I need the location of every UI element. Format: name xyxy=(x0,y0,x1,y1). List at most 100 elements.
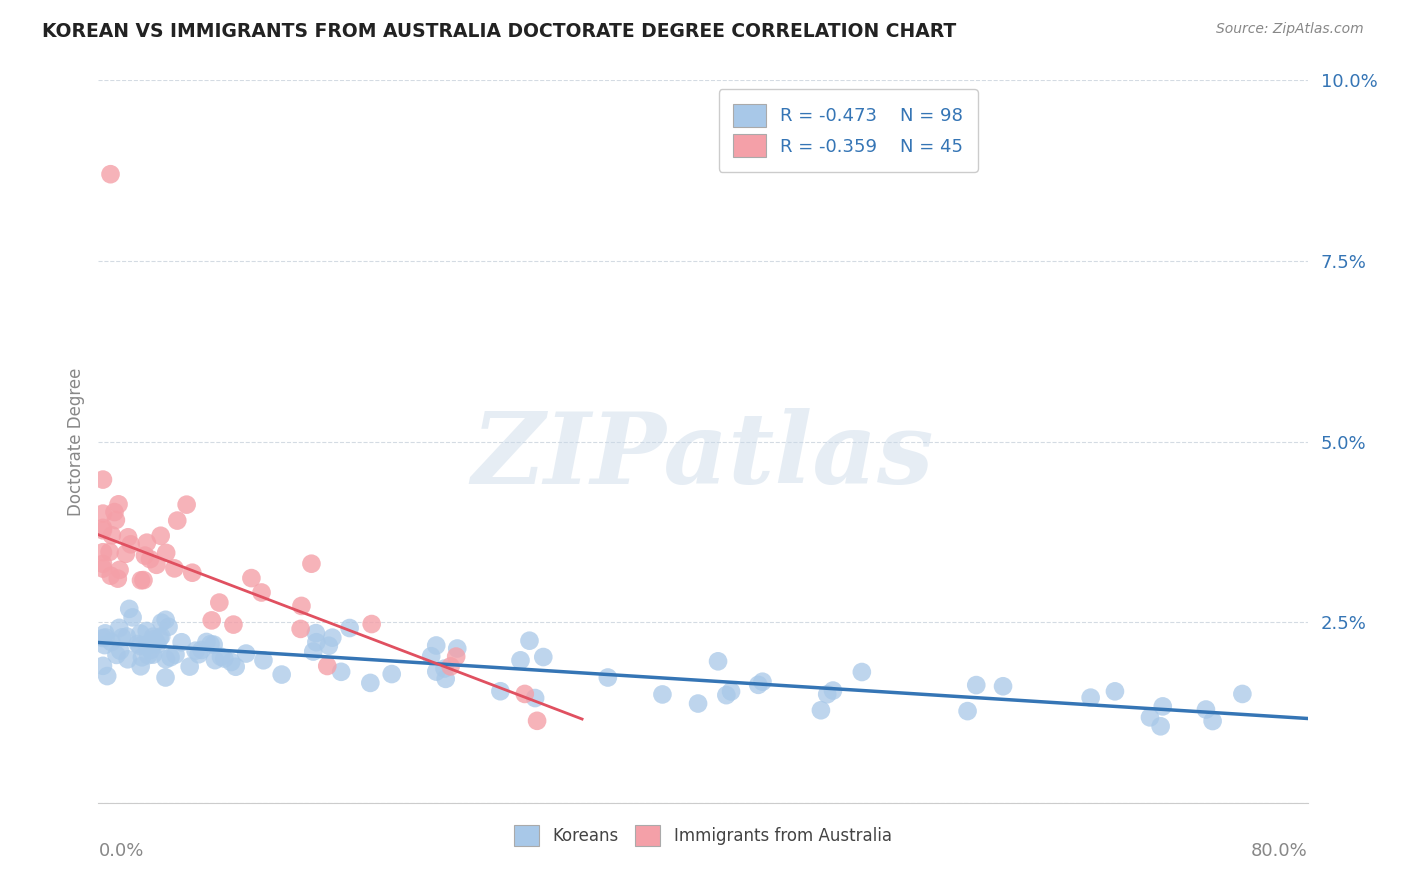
Point xyxy=(513,687,536,701)
Point xyxy=(222,617,245,632)
Point xyxy=(98,545,121,559)
Point xyxy=(209,649,232,664)
Point xyxy=(195,635,218,649)
Point xyxy=(181,566,204,580)
Point xyxy=(157,620,180,634)
Point xyxy=(105,648,128,662)
Point xyxy=(150,615,173,630)
Point xyxy=(305,626,328,640)
Point xyxy=(201,614,224,628)
Point xyxy=(139,643,162,657)
Point xyxy=(115,630,138,644)
Point xyxy=(142,630,165,644)
Point xyxy=(425,665,447,679)
Point xyxy=(851,665,873,679)
Point xyxy=(290,622,312,636)
Point xyxy=(91,523,114,537)
Point xyxy=(94,631,117,645)
Point xyxy=(531,650,554,665)
Point xyxy=(250,585,273,599)
Point xyxy=(129,626,152,640)
Point xyxy=(129,659,152,673)
Point xyxy=(129,574,152,588)
Point xyxy=(1104,684,1126,698)
Text: ZIPatlas: ZIPatlas xyxy=(472,408,934,504)
Point xyxy=(91,557,114,571)
Text: KOREAN VS IMMIGRANTS FROM AUSTRALIA DOCTORATE DEGREE CORRELATION CHART: KOREAN VS IMMIGRANTS FROM AUSTRALIA DOCT… xyxy=(42,22,956,41)
Point xyxy=(163,561,186,575)
Point xyxy=(91,521,114,535)
Point xyxy=(321,631,343,645)
Point xyxy=(316,659,339,673)
Point xyxy=(1152,699,1174,714)
Point xyxy=(301,557,323,571)
Point xyxy=(524,691,547,706)
Point xyxy=(270,667,292,681)
Point xyxy=(318,639,340,653)
Point xyxy=(121,610,143,624)
Point xyxy=(1149,719,1171,733)
Point xyxy=(707,654,730,668)
Point xyxy=(107,497,129,511)
Point xyxy=(509,653,531,667)
Point xyxy=(91,561,114,575)
Point xyxy=(1232,687,1254,701)
Point xyxy=(159,650,181,665)
Point xyxy=(166,514,188,528)
Point xyxy=(155,671,177,685)
Point xyxy=(720,684,742,698)
Point xyxy=(444,649,467,664)
Point xyxy=(91,545,114,559)
Point xyxy=(214,651,236,665)
Point xyxy=(100,568,122,582)
Point xyxy=(425,639,447,653)
Point xyxy=(1195,702,1218,716)
Point xyxy=(114,547,136,561)
Point xyxy=(1080,690,1102,705)
Point xyxy=(179,659,201,673)
Point xyxy=(1139,710,1161,724)
Point xyxy=(138,636,160,650)
Point xyxy=(821,683,844,698)
Point xyxy=(184,643,207,657)
Point xyxy=(91,631,114,645)
Point xyxy=(142,648,165,662)
Point xyxy=(489,684,512,698)
Point xyxy=(91,473,114,487)
Point xyxy=(252,653,274,667)
Point xyxy=(155,613,177,627)
Point xyxy=(176,498,198,512)
Point xyxy=(108,563,131,577)
Point xyxy=(118,602,141,616)
Y-axis label: Doctorate Degree: Doctorate Degree xyxy=(66,368,84,516)
Point xyxy=(96,669,118,683)
Point xyxy=(146,637,169,651)
Point xyxy=(103,505,125,519)
Point xyxy=(526,714,548,728)
Point xyxy=(290,599,312,613)
Point xyxy=(108,621,131,635)
Point xyxy=(93,638,115,652)
Point xyxy=(149,631,172,645)
Point xyxy=(716,688,738,702)
Point xyxy=(128,639,150,653)
Point xyxy=(305,635,328,649)
Point xyxy=(155,546,177,560)
Point xyxy=(991,679,1014,693)
Point xyxy=(420,649,443,664)
Point xyxy=(100,635,122,649)
Point xyxy=(810,703,832,717)
Point xyxy=(302,644,325,658)
Point xyxy=(433,662,456,676)
Point xyxy=(1201,714,1223,728)
Point xyxy=(339,621,361,635)
Point xyxy=(136,648,159,662)
Point xyxy=(200,637,222,651)
Text: 0.0%: 0.0% xyxy=(98,842,143,860)
Point xyxy=(107,572,129,586)
Point xyxy=(131,650,153,665)
Point xyxy=(208,596,231,610)
Point xyxy=(240,571,263,585)
Point xyxy=(136,638,159,652)
Point xyxy=(381,667,404,681)
